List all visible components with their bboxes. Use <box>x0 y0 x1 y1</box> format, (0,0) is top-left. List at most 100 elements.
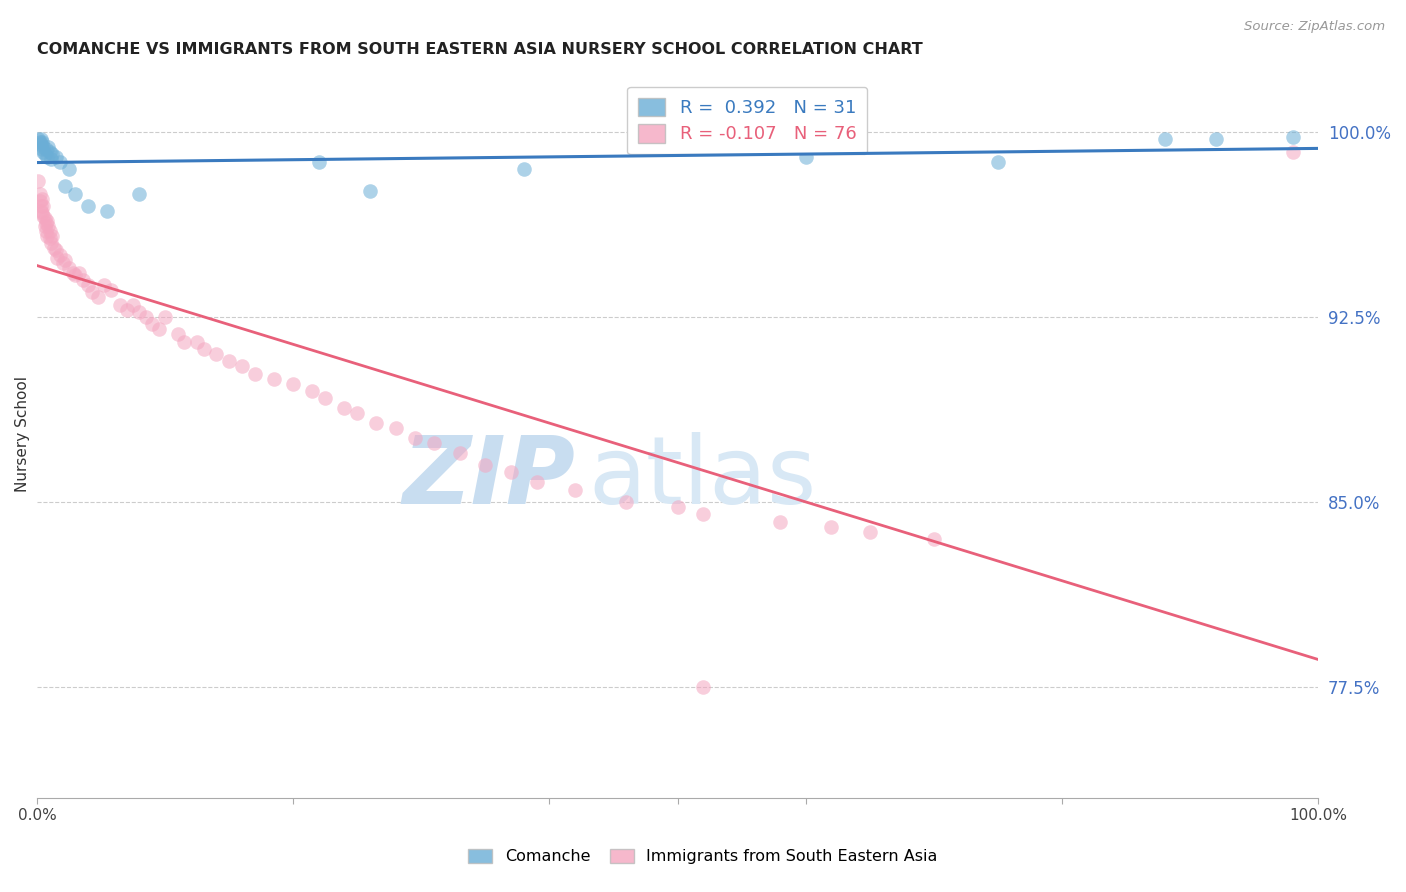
Point <box>38 145 60 159</box>
Point <box>987 154 1010 169</box>
Point <box>692 680 714 694</box>
Point <box>692 508 714 522</box>
Point <box>30 132 52 146</box>
Point <box>65 268 87 282</box>
Point <box>314 392 336 406</box>
Point <box>28 186 51 201</box>
Point <box>38 224 60 238</box>
Point <box>53 179 76 194</box>
Point <box>135 310 157 324</box>
Point <box>31 192 53 206</box>
Point <box>173 334 195 349</box>
Point <box>41 228 63 243</box>
Point <box>35 224 58 238</box>
Point <box>62 266 84 280</box>
Point <box>34 219 56 233</box>
Point <box>67 266 90 280</box>
Point <box>128 186 150 201</box>
Point <box>38 231 60 245</box>
Point <box>141 318 163 332</box>
Point <box>32 209 55 223</box>
Point <box>27 132 49 146</box>
Point <box>37 150 59 164</box>
Point <box>122 298 145 312</box>
Point <box>110 298 132 312</box>
Point <box>30 204 52 219</box>
Point <box>34 211 56 226</box>
Text: ZIP: ZIP <box>402 432 575 524</box>
Point <box>859 524 882 539</box>
Point <box>346 406 368 420</box>
Point <box>499 466 522 480</box>
Point <box>30 199 52 213</box>
Point <box>96 204 118 219</box>
Point <box>37 228 59 243</box>
Point <box>526 475 548 490</box>
Point <box>167 327 190 342</box>
Point <box>769 515 792 529</box>
Point <box>301 384 323 398</box>
Point <box>32 145 55 159</box>
Y-axis label: Nursery School: Nursery School <box>15 376 30 492</box>
Point <box>148 322 170 336</box>
Point <box>449 446 471 460</box>
Point <box>423 435 446 450</box>
Point <box>28 135 51 149</box>
Point <box>820 520 842 534</box>
Point <box>37 140 59 154</box>
Point <box>34 147 56 161</box>
Text: COMANCHE VS IMMIGRANTS FROM SOUTH EASTERN ASIA NURSERY SCHOOL CORRELATION CHART: COMANCHE VS IMMIGRANTS FROM SOUTH EASTER… <box>37 42 922 57</box>
Point <box>333 401 356 416</box>
Text: atlas: atlas <box>588 432 815 524</box>
Legend: Comanche, Immigrants from South Eastern Asia: Comanche, Immigrants from South Eastern … <box>461 842 945 871</box>
Point <box>1281 130 1303 145</box>
Point <box>80 285 103 300</box>
Point <box>53 253 76 268</box>
Point <box>1205 132 1227 146</box>
Point <box>31 135 53 149</box>
Point <box>28 194 51 209</box>
Point <box>72 273 94 287</box>
Point <box>45 150 67 164</box>
Point <box>218 354 240 368</box>
Point <box>243 367 266 381</box>
Point <box>283 376 305 391</box>
Point <box>58 162 80 177</box>
Point <box>614 495 637 509</box>
Point <box>32 199 55 213</box>
Point <box>31 206 53 220</box>
Point <box>41 147 63 161</box>
Point <box>45 244 67 258</box>
Point <box>37 219 59 233</box>
Point <box>52 256 75 270</box>
Point <box>39 153 62 167</box>
Point <box>115 302 138 317</box>
Point <box>37 214 59 228</box>
Point <box>32 140 55 154</box>
Point <box>77 278 100 293</box>
Point <box>42 241 65 255</box>
Point <box>30 137 52 152</box>
Point <box>93 278 115 293</box>
Point <box>27 174 49 188</box>
Point <box>231 359 253 374</box>
Point <box>205 347 228 361</box>
Point <box>474 458 496 472</box>
Point <box>100 283 122 297</box>
Point <box>128 305 150 319</box>
Point <box>263 372 285 386</box>
Point <box>49 248 72 262</box>
Point <box>359 184 381 198</box>
Point <box>65 186 87 201</box>
Point <box>366 416 388 430</box>
Point <box>922 532 945 546</box>
Point <box>404 431 426 445</box>
Point <box>35 216 58 230</box>
Point <box>193 342 215 356</box>
Point <box>87 290 110 304</box>
Point <box>153 310 176 324</box>
Point <box>1153 132 1175 146</box>
Point <box>308 154 330 169</box>
Point <box>384 421 406 435</box>
Point <box>58 260 80 275</box>
